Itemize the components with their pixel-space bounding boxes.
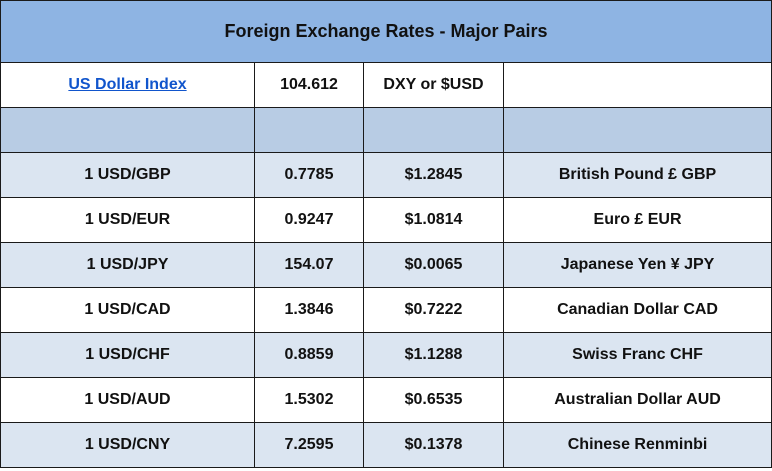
rate-cell: 1.5302 — [254, 377, 364, 423]
spacer-cell — [363, 107, 504, 153]
spacer-cell — [0, 107, 255, 153]
currency-name-cell: Australian Dollar AUD — [502, 377, 772, 423]
rate-cell: 0.7785 — [254, 152, 364, 198]
spacer-row — [0, 107, 772, 153]
inverse-rate-cell: $1.2845 — [363, 152, 504, 198]
inverse-rate-cell: $0.1378 — [363, 422, 504, 468]
spacer-cell — [254, 107, 364, 153]
inverse-rate-cell: $0.0065 — [363, 242, 504, 288]
inverse-rate-cell: $0.7222 — [363, 287, 504, 333]
pair-cell: 1 USD/CAD — [0, 287, 255, 333]
table-title: Foreign Exchange Rates - Major Pairs — [0, 0, 772, 63]
rate-cell: 0.8859 — [254, 332, 364, 378]
inverse-rate-cell: $1.1288 — [363, 332, 504, 378]
inverse-rate-cell: $1.0814 — [363, 197, 504, 243]
rate-cell: 7.2595 — [254, 422, 364, 468]
currency-name-cell: Chinese Renminbi — [502, 422, 772, 468]
pair-cell: 1 USD/CHF — [0, 332, 255, 378]
table-row: 1 USD/EUR 0.9247 $1.0814 Euro £ EUR — [0, 197, 772, 243]
dollar-index-cell: US Dollar Index — [0, 62, 255, 108]
dollar-index-row: US Dollar Index 104.612 DXY or $USD — [0, 62, 772, 108]
pair-cell: 1 USD/EUR — [0, 197, 255, 243]
dollar-index-note — [502, 62, 772, 108]
currency-name-cell: Swiss Franc CHF — [502, 332, 772, 378]
table-row: 1 USD/GBP 0.7785 $1.2845 British Pound £… — [0, 152, 772, 198]
dollar-index-symbol: DXY or $USD — [363, 62, 504, 108]
table-row: 1 USD/JPY 154.07 $0.0065 Japanese Yen ¥ … — [0, 242, 772, 288]
table-row: 1 USD/CAD 1.3846 $0.7222 Canadian Dollar… — [0, 287, 772, 333]
pair-cell: 1 USD/AUD — [0, 377, 255, 423]
table-row: 1 USD/AUD 1.5302 $0.6535 Australian Doll… — [0, 377, 772, 423]
currency-name-cell: Canadian Dollar CAD — [502, 287, 772, 333]
rate-cell: 154.07 — [254, 242, 364, 288]
inverse-rate-cell: $0.6535 — [363, 377, 504, 423]
table-row: 1 USD/CHF 0.8859 $1.1288 Swiss Franc CHF — [0, 332, 772, 378]
title-row: Foreign Exchange Rates - Major Pairs — [0, 0, 772, 63]
pair-cell: 1 USD/GBP — [0, 152, 255, 198]
rate-cell: 0.9247 — [254, 197, 364, 243]
dollar-index-link[interactable]: US Dollar Index — [68, 76, 187, 93]
currency-name-cell: British Pound £ GBP — [502, 152, 772, 198]
spacer-cell — [502, 107, 772, 153]
dollar-index-value: 104.612 — [254, 62, 364, 108]
pair-cell: 1 USD/JPY — [0, 242, 255, 288]
currency-name-cell: Euro £ EUR — [502, 197, 772, 243]
table-row: 1 USD/CNY 7.2595 $0.1378 Chinese Renminb… — [0, 422, 772, 468]
currency-name-cell: Japanese Yen ¥ JPY — [502, 242, 772, 288]
pair-cell: 1 USD/CNY — [0, 422, 255, 468]
rate-cell: 1.3846 — [254, 287, 364, 333]
